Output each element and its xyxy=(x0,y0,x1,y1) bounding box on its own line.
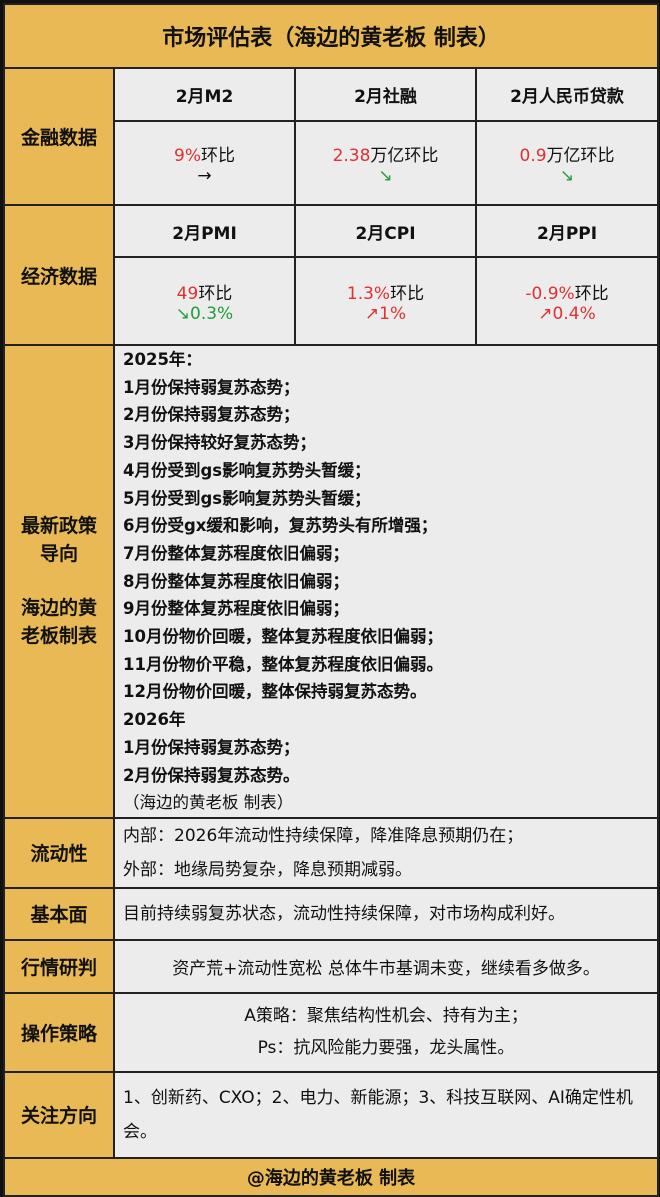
arrow-right-icon: → xyxy=(197,165,212,186)
policy-line: 2026年 xyxy=(123,710,186,730)
strategy-line-a: A策略：聚焦结构性机会、持有为主； xyxy=(244,1006,528,1027)
policy-line: 8月份整体复苏程度依旧偏弱； xyxy=(123,571,349,591)
arrow-down-icon: ↘ xyxy=(559,165,575,186)
trend-up: ↗0.4% xyxy=(538,303,596,324)
policy-line: 1月份保持弱复苏态势； xyxy=(123,737,300,757)
policy-line: 12月份物价回暖，整体保持弱复苏态势。 xyxy=(123,682,427,702)
economy-header-cpi: 2月CPI xyxy=(294,204,477,258)
liquidity-internal: 内部：2026年流动性持续保障，降准降息预期仍在； xyxy=(123,825,524,846)
outlook-content: 资产荒+流动性宽松 总体牛市基调未变，继续看多做多。 xyxy=(112,938,660,994)
policy-line: 6月份受gx缓和影响，复苏势头有所增强； xyxy=(123,516,438,536)
trend-down: ↘0.3% xyxy=(175,303,234,324)
policy-line: 11月份物价平稳，整体复苏程度依旧偏弱。 xyxy=(123,654,443,674)
policy-label-author: 海边的黄老板制表 xyxy=(20,597,97,648)
strategy-content: A策略：聚焦结构性机会、持有为主； Ps：抗风险能力要强，龙头属性。 xyxy=(112,991,660,1073)
economy-value-ppi: -0.9%环比 ↗0.4% xyxy=(474,256,660,346)
policy-content: 2025年： 1月份保持弱复苏态势； 2月份保持弱复苏态势； 3月份保持较好复苏态势；… xyxy=(112,344,660,819)
policy-label-title: 最新政策导向 xyxy=(20,515,97,566)
liquidity-label: 流动性 xyxy=(3,816,115,889)
economy-header-ppi: 2月PPI xyxy=(474,204,660,258)
policy-line: 7月份整体复苏程度依旧偏弱； xyxy=(123,543,349,563)
finance-value-loans: 0.9万亿环比 ↘ xyxy=(474,120,660,206)
footer-credit: @海边的黄老板 制表 xyxy=(2,1156,660,1197)
policy-line: 3月份保持较好复苏态势； xyxy=(123,433,316,453)
policy-note: （海边的黄老板 制表） xyxy=(123,793,294,813)
finance-header-loans: 2月人民币贷款 xyxy=(474,67,660,122)
strategy-line-ps: Ps：抗风险能力要强，龙头属性。 xyxy=(257,1038,515,1059)
policy-line: 10月份物价回暖，整体复苏程度依旧偏弱； xyxy=(123,627,443,647)
liquidity-content: 内部：2026年流动性持续保障，降准降息预期仍在； 外部：地缘局势复杂，降息预期… xyxy=(112,816,660,889)
policy-line: 4月份受到gs影响复苏势头暂缓； xyxy=(123,460,371,480)
strategy-label: 操作策略 xyxy=(3,991,115,1073)
policy-line: 2025年： xyxy=(123,350,202,369)
policy-line: 1月份保持弱复苏态势； xyxy=(123,377,300,397)
policy-line: 2月份保持弱复苏态势。 xyxy=(123,765,300,785)
page-title: 市场评估表（海边的黄老板 制表） xyxy=(2,3,660,69)
finance-header-social: 2月社融 xyxy=(294,67,477,122)
finance-label: 金融数据 xyxy=(3,67,115,206)
policy-line: 9月份整体复苏程度依旧偏弱； xyxy=(123,599,349,619)
economy-value-pmi: 49环比 ↘0.3% xyxy=(113,256,296,346)
policy-label: 最新政策导向 海边的黄老板制表 xyxy=(3,344,115,819)
policy-line: 5月份受到gs影响复苏势头暂缓； xyxy=(123,488,371,508)
finance-value-social: 2.38万亿环比 ↘ xyxy=(294,120,477,206)
economy-label: 经济数据 xyxy=(3,204,115,346)
focus-content: 1、创新药、CXO；2、电力、新能源；3、科技互联网、AI确定性机会。 xyxy=(112,1070,660,1159)
focus-label: 关注方向 xyxy=(3,1070,115,1159)
liquidity-external: 外部：地缘局势复杂，降息预期减弱。 xyxy=(123,859,412,880)
market-assessment-sheet: 市场评估表（海边的黄老板 制表） 金融数据 2月M2 2月社融 2月人民币贷款 … xyxy=(2,3,660,1197)
economy-header-pmi: 2月PMI xyxy=(113,204,296,258)
finance-header-m2: 2月M2 xyxy=(113,67,296,122)
policy-line: 2月份保持弱复苏态势； xyxy=(123,405,300,425)
fundamentals-label: 基本面 xyxy=(3,886,115,941)
outlook-label: 行情研判 xyxy=(3,938,115,994)
fundamentals-content: 目前持续弱复苏状态，流动性持续保障，对市场构成利好。 xyxy=(112,886,660,941)
finance-value-m2: 9%环比 → xyxy=(113,120,296,206)
economy-value-cpi: 1.3%环比 ↗1% xyxy=(294,256,477,346)
assessment-table: 市场评估表（海边的黄老板 制表） 金融数据 2月M2 2月社融 2月人民币贷款 … xyxy=(2,3,660,1197)
trend-up: ↗1% xyxy=(364,303,407,324)
arrow-down-icon: ↘ xyxy=(378,165,393,186)
